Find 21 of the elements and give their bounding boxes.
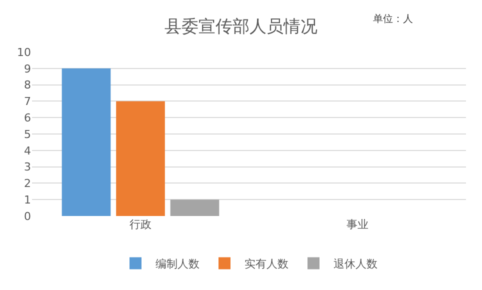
y-tick-label: 1 — [24, 193, 31, 206]
text: 单位：人 — [373, 13, 413, 25]
y-tick-label: 4 — [24, 144, 31, 158]
bar — [170, 200, 220, 216]
y-tick-label: 7 — [24, 95, 31, 108]
y-tick-label: 0 — [24, 210, 31, 223]
y-tick-label: 9 — [24, 62, 31, 76]
y-tick-label: 5 — [24, 128, 31, 141]
bar — [62, 68, 111, 216]
x-tick-label: 行政 — [130, 218, 152, 231]
legend-label: 编制人数 — [156, 258, 200, 271]
y-tick-label: 3 — [24, 160, 31, 174]
y-tick-label: 10 — [17, 46, 31, 59]
bar — [116, 101, 165, 216]
chart-title: 县委宣传部人员情况 — [164, 17, 318, 38]
legend-label: 实有人数 — [244, 258, 288, 271]
y-tick-label: 6 — [24, 111, 31, 124]
y-tick-label: 2 — [24, 177, 31, 190]
legend-label: 退休人数 — [334, 258, 378, 271]
x-tick-label: 事业 — [346, 218, 368, 231]
y-tick-label: 8 — [24, 78, 31, 92]
